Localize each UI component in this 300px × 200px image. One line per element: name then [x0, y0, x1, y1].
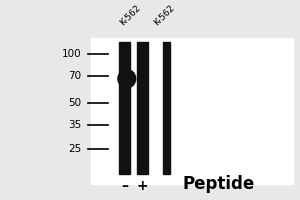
- Text: +: +: [137, 179, 148, 193]
- Bar: [164, 42, 170, 174]
- Text: Peptide: Peptide: [182, 175, 254, 193]
- Bar: [119, 42, 130, 174]
- Text: 35: 35: [68, 120, 82, 130]
- Text: 70: 70: [68, 71, 82, 81]
- Text: 25: 25: [68, 144, 82, 154]
- Text: K-562: K-562: [118, 3, 142, 27]
- Bar: [136, 42, 148, 174]
- Text: 100: 100: [62, 49, 82, 59]
- Text: –: –: [121, 179, 128, 193]
- Text: 50: 50: [68, 98, 82, 108]
- Ellipse shape: [118, 70, 136, 88]
- Text: K-562: K-562: [153, 3, 177, 27]
- Bar: [91, 38, 293, 184]
